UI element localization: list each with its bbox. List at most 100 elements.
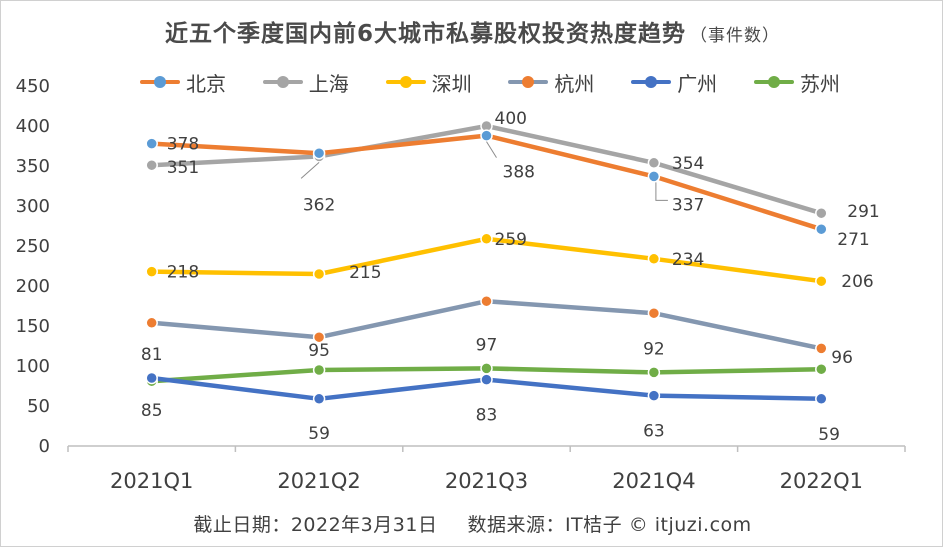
data-point-marker — [647, 156, 661, 170]
legend-item: 苏州 — [753, 68, 840, 97]
chart-subtitle: （事件数） — [690, 26, 780, 46]
data-label: 59 — [308, 424, 330, 444]
x-tick-label: 2021Q3 — [445, 469, 528, 493]
y-tick-label: 200 — [16, 276, 50, 297]
data-label: 362 — [303, 195, 335, 215]
data-point-marker — [647, 306, 661, 320]
data-label: 337 — [672, 195, 704, 215]
data-label: 351 — [167, 158, 199, 178]
series-line-2 — [149, 236, 824, 284]
data-label: 97 — [476, 335, 498, 355]
y-tick-label: 300 — [16, 196, 50, 217]
data-label: 388 — [503, 163, 535, 183]
data-point-marker — [480, 294, 493, 308]
y-tick-label: 450 — [16, 76, 50, 97]
legend-swatch — [631, 75, 672, 89]
legend-item: 广州 — [631, 68, 717, 97]
legend-swatch-marker — [276, 76, 289, 88]
data-label: 92 — [643, 339, 665, 359]
data-point-marker — [480, 373, 493, 386]
legend-swatch — [262, 75, 303, 89]
legend-label: 深圳 — [431, 71, 472, 96]
data-point-marker — [312, 267, 326, 281]
data-label: 85 — [141, 401, 163, 421]
y-tick-label: 400 — [16, 116, 50, 137]
data-label: 206 — [841, 272, 873, 292]
y-tick-label: 0 — [39, 436, 50, 457]
legend-item: 上海 — [262, 68, 349, 97]
legend-swatch-marker — [522, 76, 535, 88]
legend-label: 苏州 — [799, 71, 840, 96]
y-tick-label: 50 — [27, 396, 50, 417]
x-tick-label: 2021Q4 — [612, 469, 695, 493]
data-label: 291 — [847, 202, 879, 222]
chart-footer: 截止日期：2022年3月31日 数据来源：IT桔子 © itjuzi.com — [0, 510, 945, 537]
cutoff-date: 截止日期：2022年3月31日 — [193, 514, 438, 536]
data-point-marker — [480, 129, 493, 142]
x-tick-label: 2021Q1 — [110, 469, 193, 493]
data-point-marker — [647, 170, 661, 183]
data-point-marker — [312, 146, 326, 160]
data-label: 259 — [495, 230, 527, 250]
legend-swatch-marker — [399, 76, 412, 88]
data-label: 234 — [672, 250, 704, 270]
label-leader-line — [300, 162, 320, 179]
data-point-marker — [145, 137, 158, 150]
data-label: 400 — [495, 109, 527, 129]
data-source: 数据来源：IT桔子 © itjuzi.com — [467, 514, 752, 536]
data-point-marker — [815, 222, 828, 236]
chart-title: 近五个季度国内前6大城市私募股权投资热度趋势 （事件数） — [0, 14, 945, 48]
data-point-marker — [815, 274, 828, 288]
y-tick-label: 100 — [16, 356, 50, 377]
legend-label: 广州 — [677, 71, 718, 96]
legend-swatch — [140, 75, 180, 89]
data-label: 63 — [643, 422, 665, 442]
data-point-marker — [312, 363, 326, 377]
y-tick-label: 350 — [16, 156, 50, 177]
legend-swatch-marker — [154, 76, 166, 88]
data-point-marker — [480, 232, 493, 246]
data-label: 83 — [476, 406, 498, 426]
data-point-marker — [815, 206, 828, 220]
legend-label: 北京 — [186, 71, 226, 96]
data-label: 218 — [167, 263, 199, 283]
y-tick-label: 250 — [16, 236, 50, 257]
label-leader-line — [486, 141, 497, 158]
data-label: 354 — [672, 154, 704, 174]
data-point-marker — [815, 342, 828, 355]
data-label: 96 — [831, 348, 853, 368]
data-label: 81 — [141, 345, 163, 365]
legend-item: 杭州 — [508, 68, 594, 97]
x-tick-label: 2021Q2 — [277, 469, 360, 493]
data-label: 215 — [349, 263, 381, 283]
data-point-marker — [312, 330, 326, 344]
data-point-marker — [815, 392, 828, 406]
data-label: 59 — [818, 425, 840, 445]
chart-title-text: 近五个季度国内前6大城市私募股权投资热度趋势 — [164, 21, 686, 47]
data-point-marker — [145, 316, 158, 330]
data-label: 378 — [167, 135, 199, 155]
legend-swatch-marker — [645, 76, 658, 88]
data-label: 95 — [308, 341, 330, 361]
legend-item: 深圳 — [385, 68, 472, 97]
legend-swatch — [753, 75, 794, 89]
legend-item: 北京 — [140, 68, 226, 97]
chart-legend: 北京 上海 深圳 杭州 广州 苏州 — [140, 68, 840, 96]
x-tick-label: 2022Q1 — [780, 469, 863, 493]
data-point-marker — [312, 392, 326, 406]
data-point-marker — [145, 371, 158, 385]
legend-swatch — [508, 75, 549, 89]
y-tick-label: 150 — [16, 316, 50, 337]
data-point-marker — [647, 389, 661, 402]
legend-label: 杭州 — [554, 71, 595, 96]
data-label: 271 — [837, 230, 869, 250]
data-point-marker — [647, 366, 661, 379]
data-point-marker — [647, 252, 661, 266]
data-point-marker — [815, 362, 828, 376]
legend-swatch-marker — [767, 76, 780, 88]
data-point-marker — [145, 265, 158, 278]
legend-label: 上海 — [308, 71, 349, 96]
label-leader-line — [655, 182, 668, 201]
